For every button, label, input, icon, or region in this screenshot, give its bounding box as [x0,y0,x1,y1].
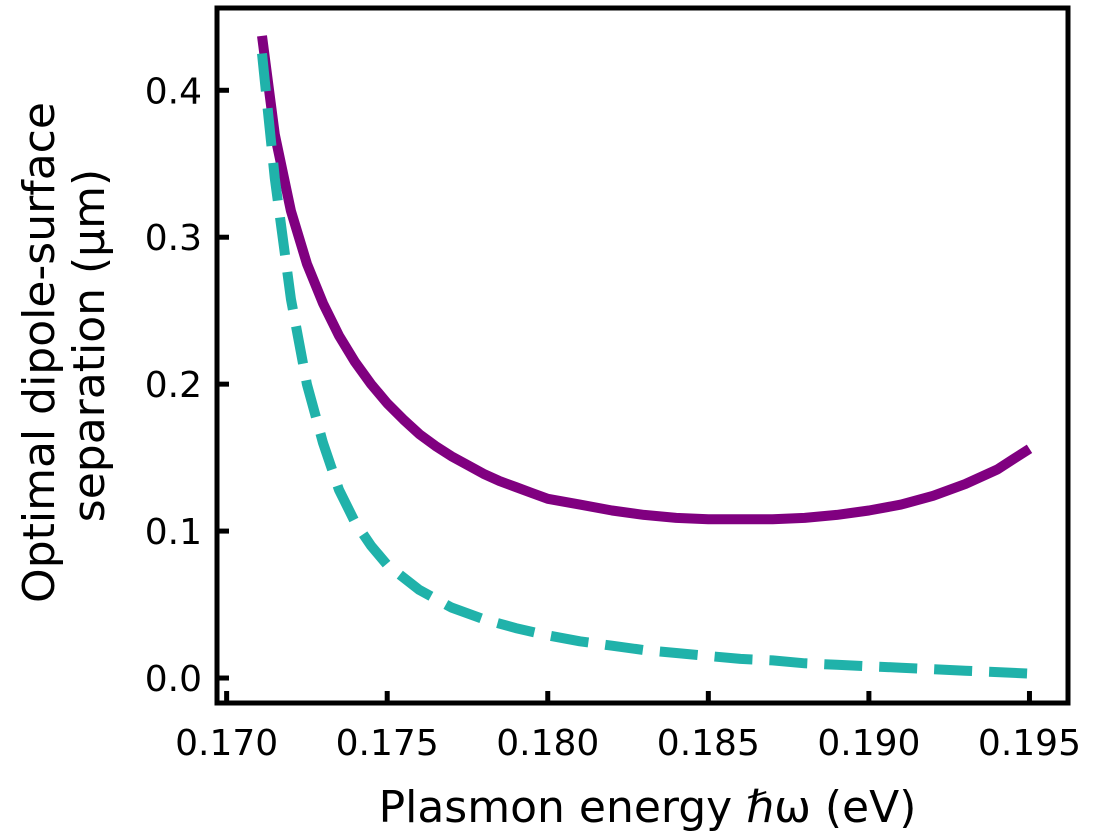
y-axis-label-line-1: Optimal dipole-surface [14,102,65,603]
x-tick-label: 0.185 [657,723,760,764]
x-tick-label: 0.180 [496,723,599,764]
y-axis-label-line-2: separation (μm) [64,169,115,522]
series-line-2 [257,52,1030,679]
y-axis-label: Optimal dipole-surface separation (μm) [14,88,115,603]
x-tick-label: 0.190 [817,723,920,764]
x-tick-label: 0.175 [336,723,439,764]
x-tick-label: 0.170 [175,723,278,764]
x-tick-label: 0.195 [978,723,1081,764]
y-tick-label: 0.1 [145,512,202,553]
y-tick-label: 0.2 [145,365,202,406]
y-tick-label: 0.3 [145,218,202,259]
series-layer [257,35,1033,679]
x-axis-label: Plasmon energy ℏω (eV) [379,782,917,833]
y-tick-label: 0.0 [145,659,202,700]
series-line-1 [257,35,1033,525]
y-tick-label: 0.4 [145,71,202,112]
ticks-layer: 0.170 0.175 0.180 0.185 0.190 0.195 0.0 0.1 0.2 0… [145,71,1081,764]
plot-frame [214,5,1071,706]
